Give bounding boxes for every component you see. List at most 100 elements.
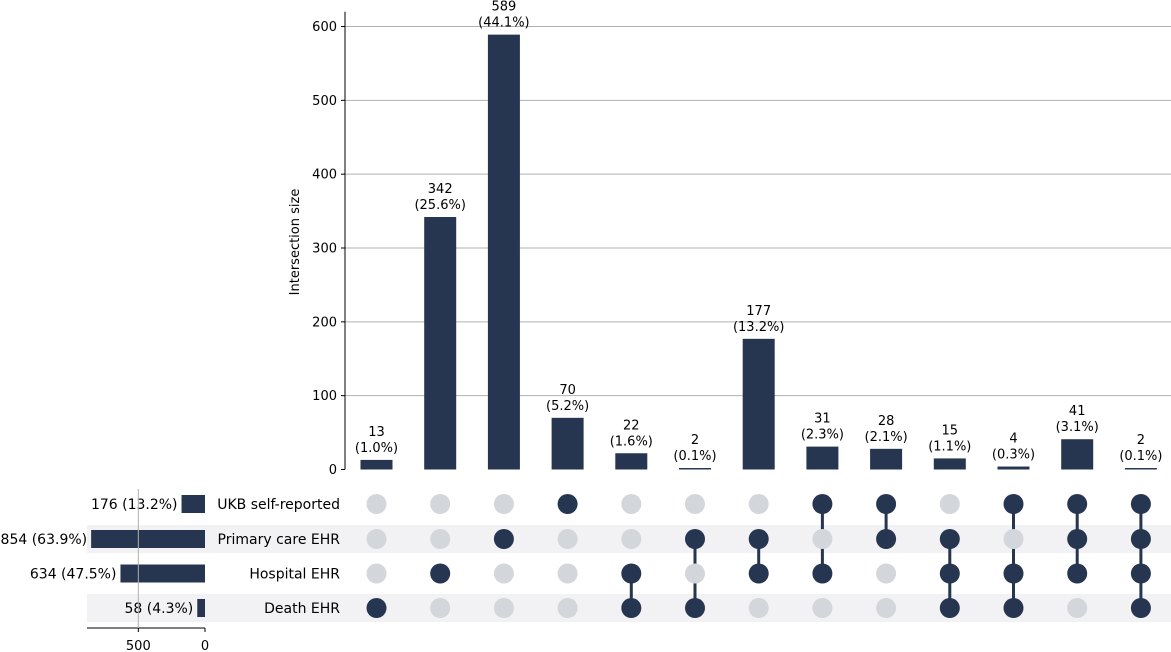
membership-dot-active	[621, 563, 642, 584]
membership-dot-inactive	[621, 494, 642, 514]
membership-dot-active	[1130, 529, 1151, 549]
intersection-bars: 13(1.0%)342(25.6%)589(44.1%)70(5.2%)22(1…	[355, 0, 1162, 470]
membership-dot-inactive	[939, 494, 960, 514]
membership-dot-inactive	[366, 494, 387, 514]
bar-value-label: 15	[942, 423, 959, 438]
membership-dot-active	[493, 529, 514, 549]
membership-dot-active	[430, 563, 451, 584]
intersection-bar	[679, 468, 711, 470]
y-tick-label: 0	[329, 463, 337, 478]
intersection-bar	[1061, 439, 1094, 470]
set-size-tick-label: 0	[201, 639, 209, 652]
bar-percent-label: (0.1%)	[673, 449, 716, 464]
bar-percent-label: (1.1%)	[928, 439, 971, 454]
y-axis: 0 100 200 300 400 500 600	[312, 11, 346, 478]
membership-dot-active	[1003, 598, 1024, 618]
membership-dot-inactive	[876, 598, 897, 618]
membership-dot-active	[812, 494, 833, 514]
set-size-bars: 176 (13.2%) 854 (63.9%) 634 (47.5%) 58 (4.3…	[1, 495, 205, 617]
bar-value-label: 177	[746, 304, 771, 319]
membership-dot-inactive	[1003, 529, 1024, 549]
membership-dot-active	[876, 529, 897, 549]
membership-dot-inactive	[366, 529, 387, 549]
membership-dot-inactive	[876, 563, 897, 584]
set-labels: UKB self-reported Primary care EHR Hospita…	[217, 497, 340, 617]
bar-value-label: 4	[1009, 432, 1017, 447]
set-label: Hospital EHR	[249, 567, 340, 583]
membership-dot-active	[1067, 529, 1088, 549]
membership-dot-active	[939, 598, 960, 618]
membership-dot-active	[1130, 598, 1151, 618]
intersection-bar	[615, 453, 648, 470]
bar-percent-label: (2.1%)	[865, 430, 908, 445]
membership-dot-inactive	[557, 563, 578, 584]
membership-dot-active	[1003, 563, 1024, 584]
bar-percent-label: (2.3%)	[801, 428, 844, 443]
y-tick-label: 500	[312, 94, 337, 109]
y-tick-label: 600	[312, 20, 337, 35]
set-size-label: 58 (4.3%)	[125, 601, 194, 617]
membership-dot-inactive	[557, 529, 578, 549]
membership-matrix	[366, 494, 1151, 618]
intersection-bar	[806, 446, 839, 470]
bar-percent-label: (44.1%)	[478, 16, 529, 31]
bar-value-label: 70	[559, 383, 576, 398]
membership-dot-active	[1067, 563, 1088, 584]
membership-dot-active	[748, 529, 769, 549]
bar-value-label: 589	[491, 0, 516, 15]
intersection-bar	[360, 459, 393, 470]
intersection-bar	[933, 458, 966, 470]
intersection-bar	[742, 338, 775, 470]
membership-dot-inactive	[557, 598, 578, 618]
membership-dot-active	[685, 529, 705, 549]
bar-percent-label: (1.6%)	[610, 434, 653, 449]
set-size-label: 634 (47.5%)	[30, 567, 117, 583]
membership-dot-active	[876, 494, 897, 514]
bar-percent-label: (0.1%)	[1119, 449, 1162, 464]
bar-percent-label: (5.2%)	[546, 399, 589, 414]
membership-dot-inactive	[430, 494, 451, 514]
y-tick-label: 300	[312, 242, 337, 257]
membership-dot-active	[685, 598, 705, 618]
bar-percent-label: (0.3%)	[992, 448, 1035, 463]
membership-dot-inactive	[812, 529, 833, 549]
bar-percent-label: (13.2%)	[733, 320, 784, 335]
membership-dot-inactive	[430, 598, 451, 618]
bar-value-label: 28	[878, 414, 895, 429]
membership-dot-inactive	[685, 563, 705, 584]
intersection-bar	[870, 448, 903, 470]
membership-dot-active	[939, 529, 960, 549]
bar-value-label: 2	[691, 433, 699, 448]
set-size-tick-label: 500	[126, 639, 151, 652]
membership-dot-active	[1003, 494, 1024, 514]
membership-dot-active	[557, 494, 578, 514]
bar-value-label: 31	[814, 412, 831, 427]
membership-dot-active	[1130, 494, 1151, 514]
set-size-label: 176 (13.2%)	[91, 497, 178, 513]
y-tick-label: 100	[312, 389, 337, 404]
membership-dot-inactive	[493, 494, 514, 514]
intersection-bar	[551, 417, 584, 470]
set-size-label: 854 (63.9%)	[1, 532, 88, 548]
membership-dot-inactive	[621, 529, 642, 549]
membership-dot-inactive	[748, 494, 769, 514]
bar-value-label: 41	[1069, 404, 1086, 419]
bar-percent-label: (1.0%)	[355, 441, 398, 456]
bar-value-label: 2	[1137, 433, 1145, 448]
set-size-bar	[197, 599, 205, 617]
membership-dot-active	[1067, 494, 1088, 514]
membership-dot-active	[748, 563, 769, 584]
membership-dot-active	[366, 598, 387, 618]
membership-dot-active	[812, 563, 833, 584]
set-size-bar	[181, 495, 205, 513]
set-size-axis: 500 0	[87, 489, 209, 652]
bar-value-label: 342	[428, 182, 453, 197]
bar-percent-label: (25.6%)	[414, 198, 465, 213]
membership-dot-active	[1130, 563, 1151, 584]
intersection-bar	[424, 216, 457, 470]
membership-dot-inactive	[366, 563, 387, 584]
set-label: UKB self-reported	[217, 497, 340, 513]
set-label: Primary care EHR	[218, 532, 341, 548]
bar-percent-label: (3.1%)	[1056, 420, 1099, 435]
membership-dot-active	[939, 563, 960, 584]
